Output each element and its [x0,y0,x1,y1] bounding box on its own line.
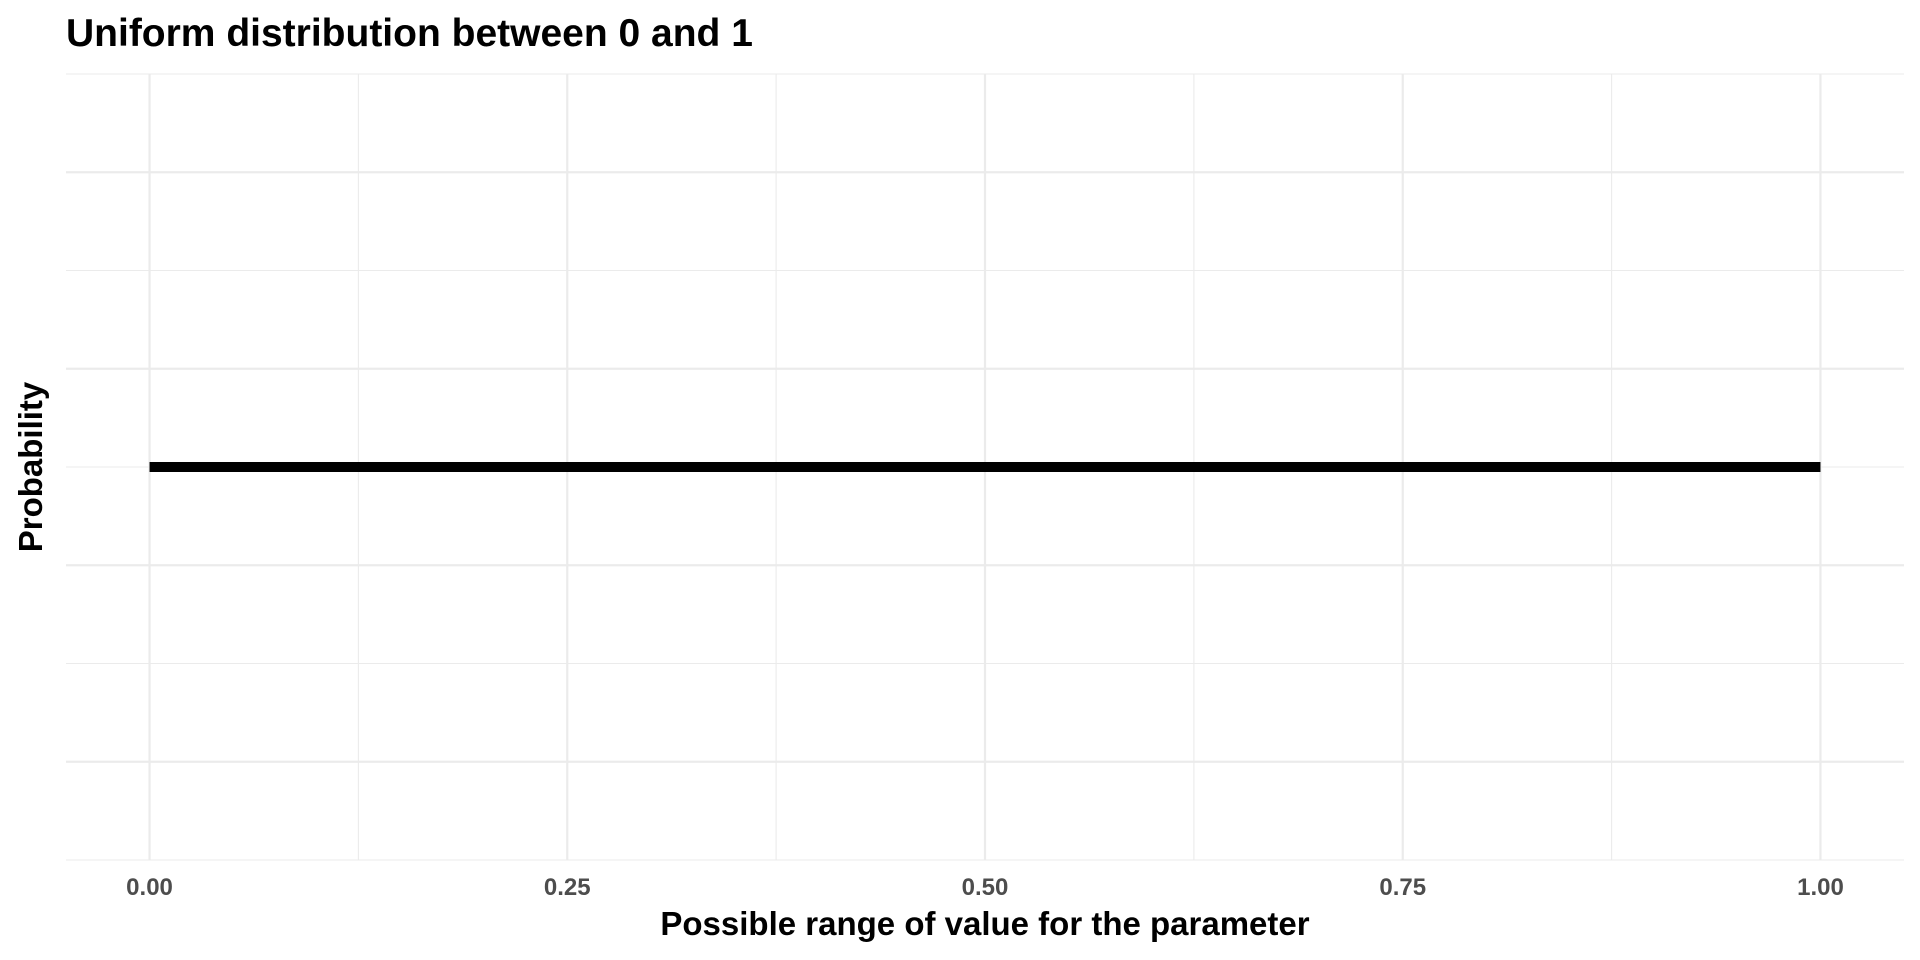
chart-title: Uniform distribution between 0 and 1 [66,12,753,55]
x-axis-label: Possible range of value for the paramete… [660,905,1309,942]
x-tick-labels: 0.00 0.25 0.50 0.75 1.00 [126,874,1844,901]
y-axis-label: Probability [12,381,49,552]
x-tick-label: 0.75 [1379,874,1426,901]
x-tick-label: 1.00 [1797,874,1844,901]
x-tick-label: 0.50 [962,874,1009,901]
x-tick-label: 0.25 [544,874,591,901]
x-tick-label: 0.00 [126,874,173,901]
